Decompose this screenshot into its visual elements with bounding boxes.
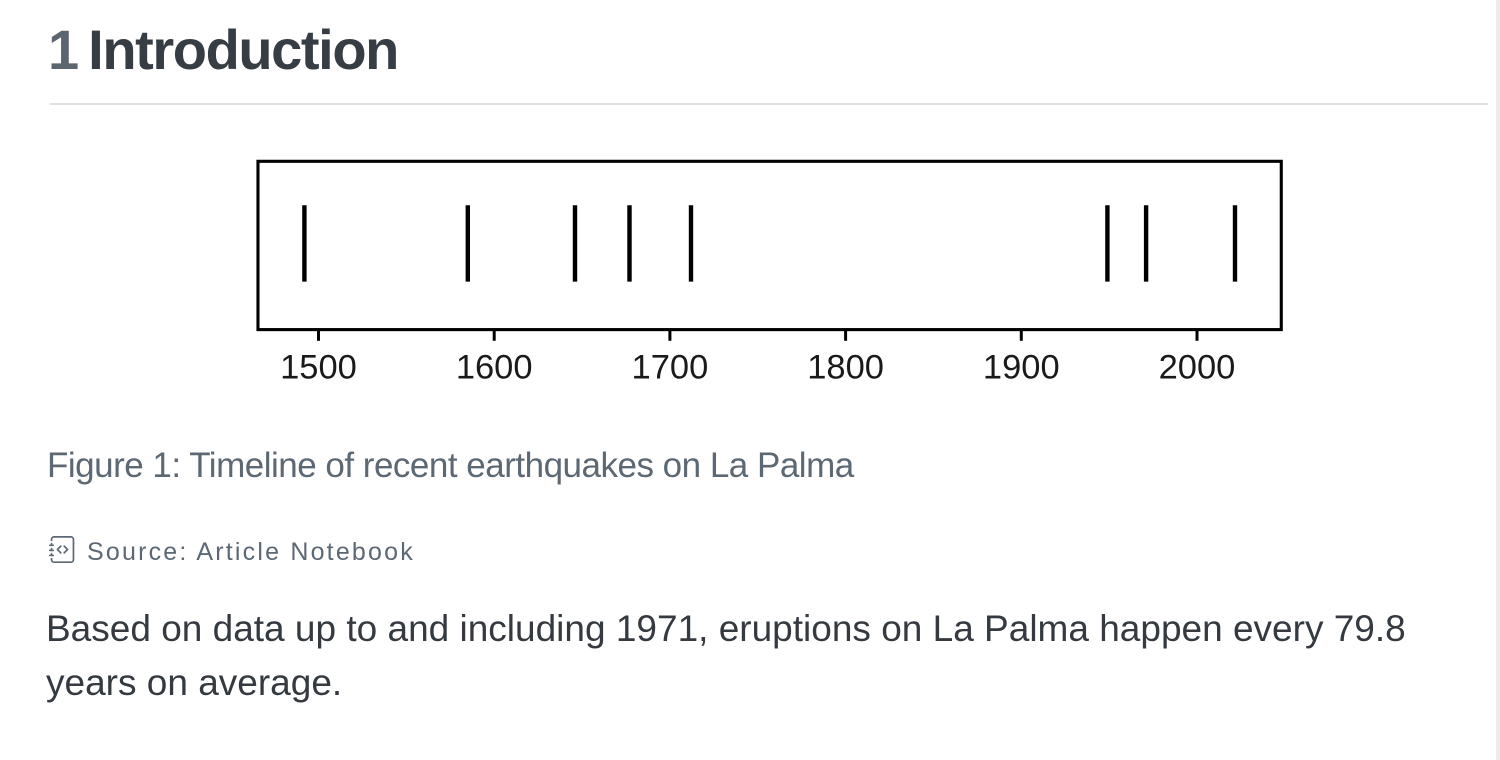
svg-text:1800: 1800 [807, 349, 884, 387]
svg-text:1500: 1500 [280, 349, 357, 387]
svg-text:1600: 1600 [456, 349, 533, 387]
svg-text:2000: 2000 [1159, 349, 1236, 387]
svg-text:1700: 1700 [632, 349, 709, 387]
svg-text:1900: 1900 [983, 349, 1060, 387]
